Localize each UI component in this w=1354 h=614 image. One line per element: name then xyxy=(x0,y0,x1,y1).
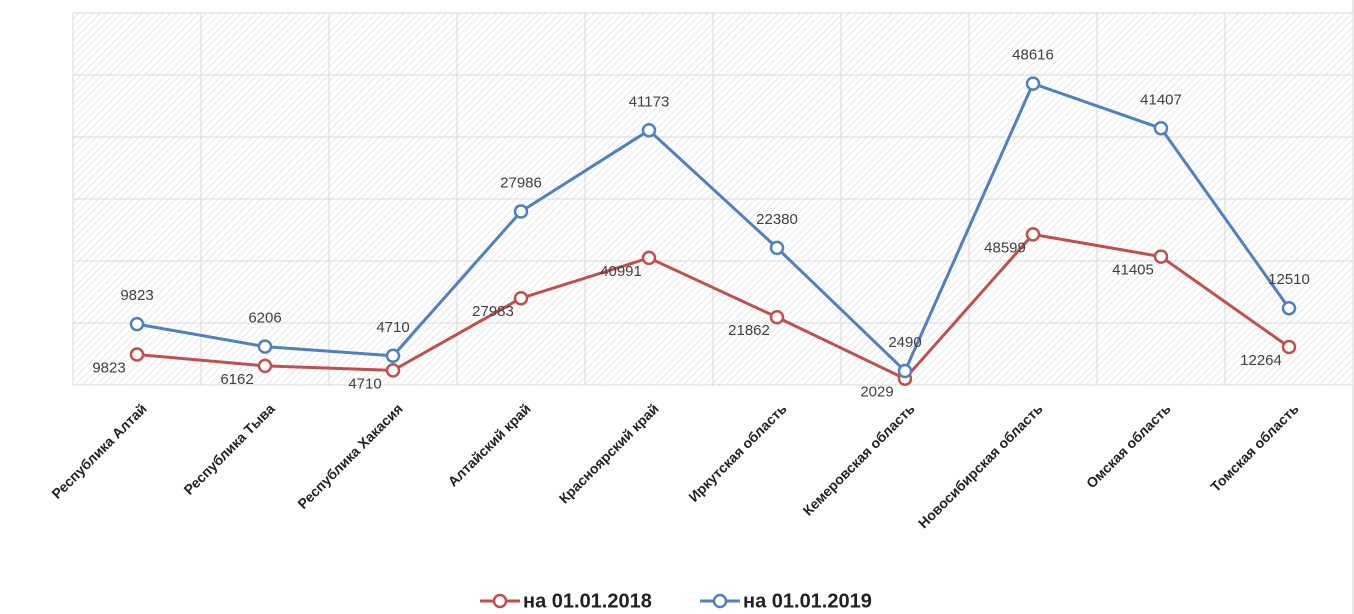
x-tick-label: Алтайский край xyxy=(445,400,534,489)
x-tick-label: Республика Алтай xyxy=(48,400,149,501)
data-label: 48616 xyxy=(1012,47,1054,64)
point xyxy=(641,250,657,266)
point xyxy=(257,358,273,374)
point xyxy=(769,309,785,325)
point xyxy=(385,363,401,378)
data-label: 9823 xyxy=(92,360,125,377)
data-label: 2029 xyxy=(860,384,893,401)
legend-marker xyxy=(712,593,728,609)
legend-label: на 01.01.2018 xyxy=(523,590,652,612)
data-label: 2490 xyxy=(888,334,921,351)
data-label: 27983 xyxy=(472,303,514,320)
x-tick-label: Республика Тыва xyxy=(180,400,277,497)
data-label: 27986 xyxy=(500,174,542,191)
x-tick-label: Омская область xyxy=(1083,400,1174,491)
point xyxy=(385,348,401,364)
point xyxy=(769,240,785,256)
x-tick-label: Красноярский край xyxy=(556,400,662,506)
point xyxy=(1153,121,1169,136)
series-line xyxy=(136,232,1290,381)
data-label: 40991 xyxy=(600,263,642,280)
data-label: 9823 xyxy=(120,287,153,304)
data-label: 12264 xyxy=(1240,352,1282,369)
legend-marker xyxy=(492,593,508,609)
x-tick-label: Иркутская область xyxy=(685,400,790,505)
point xyxy=(897,363,913,379)
point xyxy=(513,291,529,306)
data-label: 6162 xyxy=(220,371,253,388)
point xyxy=(641,123,657,138)
data-label: 41405 xyxy=(1112,262,1154,279)
point xyxy=(1281,300,1297,316)
data-label: 12510 xyxy=(1268,271,1310,288)
data-label: 48599 xyxy=(984,239,1026,256)
series-line xyxy=(136,81,1291,374)
x-tick-label: Новосибирская область xyxy=(915,400,1046,531)
data-label: 41173 xyxy=(629,93,670,110)
data-label: 41407 xyxy=(1140,91,1182,108)
point xyxy=(129,316,145,332)
data-label: 4710 xyxy=(348,375,381,392)
x-tick-label: Томская область xyxy=(1207,400,1302,495)
data-label: 21862 xyxy=(728,322,770,339)
legend-label: на 01.01.2019 xyxy=(743,590,872,612)
point xyxy=(1025,76,1041,91)
data-label: 4710 xyxy=(376,319,409,336)
point xyxy=(257,339,273,354)
x-tick-label: Республика Хакасия xyxy=(294,400,405,511)
point xyxy=(129,347,145,362)
point xyxy=(1153,249,1169,264)
point xyxy=(1025,227,1041,242)
data-label: 22380 xyxy=(756,211,798,228)
x-tick-label: Кемеровская область xyxy=(800,400,918,518)
data-label: 6206 xyxy=(248,310,281,327)
point xyxy=(513,204,529,219)
point xyxy=(1281,339,1297,355)
